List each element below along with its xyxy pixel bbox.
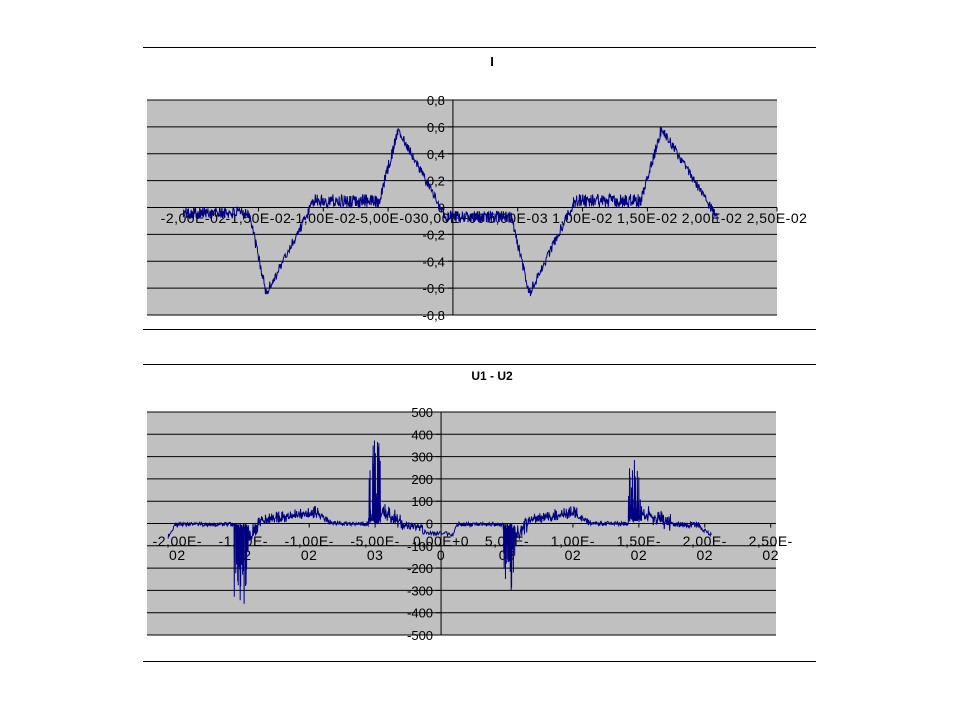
x-tick-label: 1,00E-02 [552,210,613,226]
x-tick-label: -1,50E-02 [225,210,291,226]
y-tick-label: -0,6 [423,281,445,296]
y-tick-label: 0 [426,517,433,532]
separator-line-top [143,47,816,48]
x-tick-label: 2,00E- [683,533,727,549]
x-tick-label: 5,00E-03 [487,210,548,226]
y-tick-label: 200 [411,472,433,487]
series-line [182,126,718,297]
chart-title-voltage: U1 - U2 [471,369,513,383]
separator-line-below-current-chart [143,329,816,330]
y-tick-label: 100 [411,494,433,509]
y-tick-label: 0,8 [427,93,445,108]
x-tick-label: 2,00E-02 [682,210,743,226]
y-tick-label: -0,2 [423,227,445,242]
x-tick-label: -1,00E-02 [290,210,356,226]
y-tick-label: 500 [411,405,433,420]
x-tick-label: 02 [762,547,779,563]
x-tick-label: 0,00E+0 [413,533,469,549]
x-tick-label: 02 [169,547,186,563]
current-chart: 0,80,60,40,20-0,2-0,4-0,6-0,8-2,00E-02-1… [147,93,808,323]
x-tick-label: 2,50E-02 [747,210,808,226]
x-tick-label: 03 [367,547,384,563]
y-tick-label: -500 [407,628,433,643]
x-tick-label: 02 [565,547,582,563]
voltage-chart: 500 400 300 200 100 0 -100 -200 -300 -400 -500 -2,0… [147,405,793,643]
x-tick-label: 2,50E- [749,533,793,549]
x-tick-label: 1,00E- [551,533,595,549]
x-tick-label: -1,00E- [284,533,333,549]
y-tick-label: 0,6 [427,120,445,135]
y-tick-label: -200 [407,561,433,576]
x-tick-label: -5,00E- [350,533,399,549]
x-tick-label: -2,00E- [153,533,202,549]
x-tick-label: 02 [697,547,714,563]
y-tick-label: 0,4 [427,147,445,162]
separator-line-above-voltage-chart [143,364,816,365]
x-tick-label: 0,00E+00 [421,210,485,226]
x-tick-label: 0 [437,547,445,563]
y-tick-label: -0,4 [423,254,445,269]
separator-line-bottom [143,661,816,662]
series-line [167,440,712,604]
chart-title-current: I [490,54,494,69]
y-tick-label: -100 [407,539,433,554]
x-tick-label: 1,50E- [617,533,661,549]
y-tick-label: -0,8 [423,308,445,323]
x-tick-label: 02 [301,547,318,563]
x-tick-label: 1,50E-02 [617,210,678,226]
x-tick-label: 02 [631,547,648,563]
y-tick-label: 300 [411,450,433,465]
y-tick-label: 0,2 [427,174,445,189]
y-tick-label: 400 [411,427,433,442]
y-tick-label: -400 [407,606,433,621]
y-tick-label: -300 [407,583,433,598]
x-tick-label: -5,00E-03 [355,210,421,226]
